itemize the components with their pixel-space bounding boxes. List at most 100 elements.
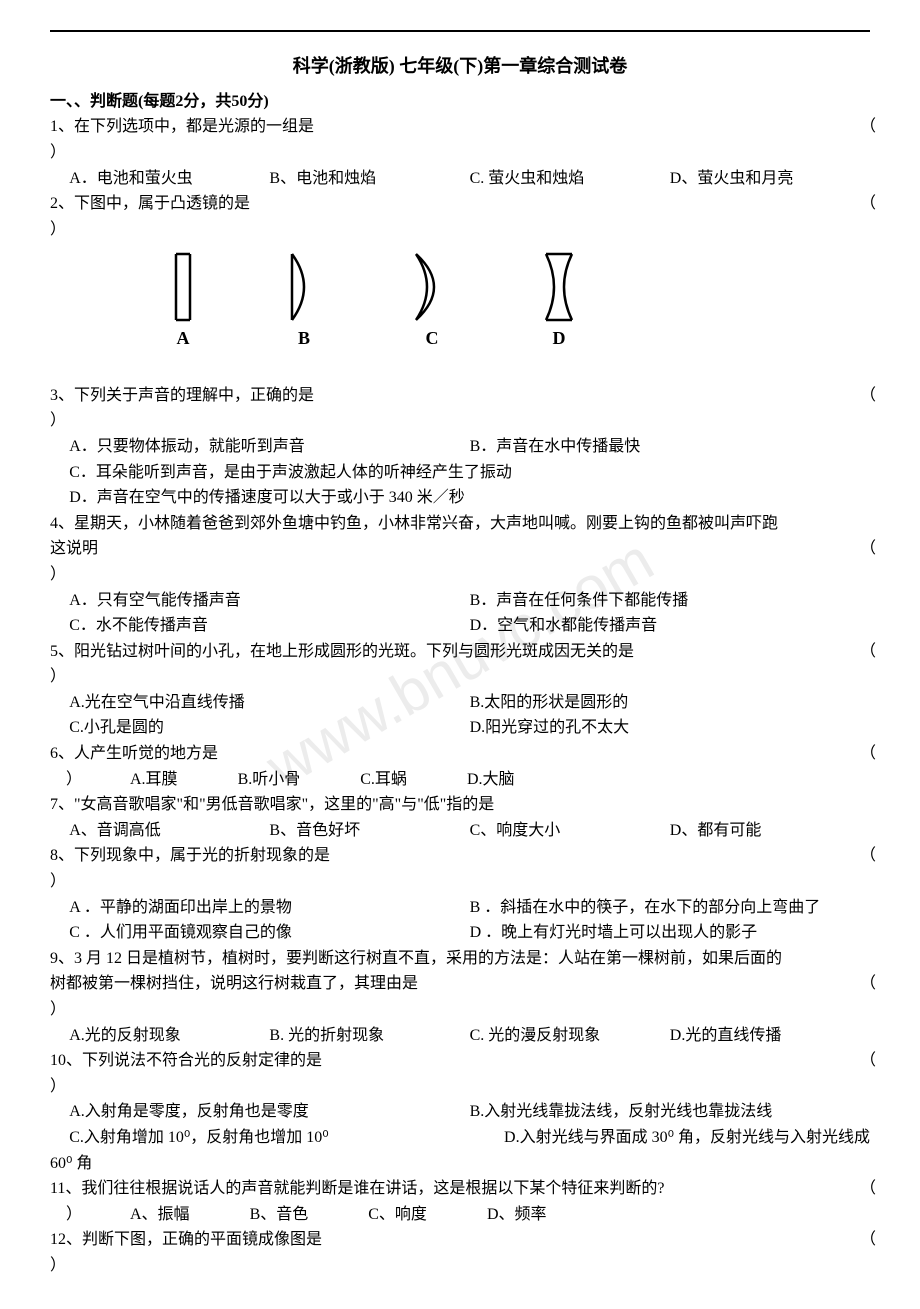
q8-stem: 8、下列现象中，属于光的折射现象的是 [50,843,860,869]
q7-opt-d: D、都有可能 [670,818,870,844]
open-paren: （ [860,843,870,869]
q8-opt-d: D ．晚上有灯光时墙上可以出现人的影子 [470,920,870,946]
close-paren: ） [50,664,870,690]
q5-opt-a: A.光在空气中沿直线传播 [69,690,469,716]
close-paren: ） [50,408,870,434]
q1-opt-a: A．电池和萤火虫 [69,166,269,192]
q9-opt-a: A.光的反射现象 [69,1023,269,1049]
close-paren: ） [50,869,870,895]
lens-d-label: D [542,324,576,353]
open-paren: （ [860,191,870,217]
lens-diagram-row: A B C D [170,252,870,353]
close-paren: ） [50,997,870,1023]
close-paren: ） [50,140,870,166]
q1-opt-d: D、萤火虫和月亮 [670,166,870,192]
q1-stem: 1、在下列选项中，都是光源的一组是 [50,114,860,140]
page-title: 科学(浙教版) 七年级(下)第一章综合测试卷 [50,52,870,81]
q4-opt-d: D．空气和水都能传播声音 [470,613,870,639]
close-paren: ） [50,562,870,588]
q6-opt-c: C.耳蜗 [360,767,407,793]
q3-opt-a: A．只要物体振动，就能听到声音 [69,434,469,460]
close-paren: ） [50,217,870,243]
q3-stem: 3、下列关于声音的理解中，正确的是 [50,383,860,409]
q10-opt-a: A.入射角是零度，反射角也是零度 [69,1099,469,1125]
q12-stem: 12、判断下图，正确的平面镜成像图是 [50,1227,860,1253]
open-paren: （ [860,114,870,140]
q4-opt-b: B．声音在任何条件下都能传播 [470,588,870,614]
q10-opt-c: C.入射角增加 10⁰，反射角也增加 10⁰ [69,1125,469,1151]
q9-stem2: 树都被第一棵树挡住，说明这行树栽直了，其理由是 [50,971,860,997]
q3-opt-d: D．声音在空气中的传播速度可以大于或小于 340 米／秒 [69,485,870,511]
open-paren: （ [860,741,870,767]
q6-opt-a: A.耳膜 [130,767,178,793]
lens-a-icon [170,252,196,322]
open-paren: （ [860,1176,870,1202]
open-paren: （ [860,971,870,997]
lens-a-label: A [170,324,196,353]
lens-b-icon [286,252,322,322]
question-8: 8、下列现象中，属于光的折射现象的是（ ） A ．平静的湖面印出岸上的景物B ．… [50,843,870,945]
q9-stem1: 9、3 月 12 日是植树节，植树时，要判断这行树直不直，采用的方法是：人站在第… [50,946,870,972]
q8-opt-a: A ．平静的湖面印出岸上的景物 [69,895,469,921]
q9-opt-b: B. 光的折射现象 [269,1023,469,1049]
q6-opt-b: B.听小骨 [238,767,301,793]
section-header: 一、、判断题(每题2分，共50分) [50,89,870,115]
q11-opt-b: B、音色 [250,1202,309,1228]
q7-opt-c: C、响度大小 [470,818,670,844]
q1-opt-c: C. 萤火虫和烛焰 [470,166,670,192]
lens-c: C [412,252,452,353]
q3-opt-b: B．声音在水中传播最快 [470,434,870,460]
close-paren: ） [50,1253,870,1279]
q10-opt-d: D.入射光线与界面成 30⁰ 角，反射光线与入射光线成 [470,1125,870,1151]
close-paren: ） [50,767,130,793]
open-paren: （ [860,536,870,562]
q7-stem: 7、"女高音歌唱家"和"男低音歌唱家"，这里的"高"与"低"指的是 [50,792,870,818]
question-6: 6、人产生听觉的地方是（ ） A.耳膜 B.听小骨 C.耳蜗 D.大脑 [50,741,870,792]
question-1: 1、在下列选项中，都是光源的一组是（ ） A．电池和萤火虫 B、电池和烛焰 C.… [50,114,870,191]
q4-opt-a: A．只有空气能传播声音 [69,588,469,614]
q4-stem2: 这说明 [50,536,860,562]
question-12: 12、判断下图，正确的平面镜成像图是（ ） [50,1227,870,1278]
close-paren: ） [50,1074,870,1100]
q8-opt-b: B ．斜插在水中的筷子，在水下的部分向上弯曲了 [470,895,870,921]
q7-opt-b: B、音色好坏 [269,818,469,844]
lens-c-icon [412,252,452,322]
q11-opt-c: C、响度 [368,1202,427,1228]
q5-opt-b: B.太阳的形状是圆形的 [470,690,870,716]
lens-b: B [286,252,322,353]
q5-stem: 5、阳光钻过树叶间的小孔，在地上形成圆形的光斑。下列与圆形光斑成因无关的是 [50,639,860,665]
question-10: 10、下列说法不符合光的反射定律的是（ ） A.入射角是零度，反射角也是零度B.… [50,1048,870,1176]
open-paren: （ [860,383,870,409]
q10-stem: 10、下列说法不符合光的反射定律的是 [50,1048,860,1074]
lens-c-label: C [412,324,452,353]
q9-opt-d: D.光的直线传播 [670,1023,870,1049]
q10-tail: 60⁰ 角 [50,1151,870,1177]
lens-d-icon [542,252,576,322]
q11-opt-a: A、振幅 [130,1202,190,1228]
question-4: 4、星期天，小林随着爸爸到郊外鱼塘中钓鱼，小林非常兴奋，大声地叫喊。刚要上钩的鱼… [50,511,870,639]
q1-opt-b: B、电池和烛焰 [269,166,469,192]
open-paren: （ [860,1227,870,1253]
question-3: 3、下列关于声音的理解中，正确的是（ ） A．只要物体振动，就能听到声音B．声音… [50,383,870,511]
q8-opt-c: C ．人们用平面镜观察自己的像 [69,920,469,946]
q5-opt-d: D.阳光穿过的孔不太大 [470,715,870,741]
q9-opt-c: C. 光的漫反射现象 [470,1023,670,1049]
q7-opt-a: A、音调高低 [69,818,269,844]
open-paren: （ [860,639,870,665]
question-9: 9、3 月 12 日是植树节，植树时，要判断这行树直不直，采用的方法是：人站在第… [50,946,870,1048]
question-7: 7、"女高音歌唱家"和"男低音歌唱家"，这里的"高"与"低"指的是 A、音调高低… [50,792,870,843]
q4-opt-c: C．水不能传播声音 [69,613,469,639]
close-paren: ） [50,1202,130,1228]
q6-stem: 6、人产生听觉的地方是 [50,741,860,767]
q11-opt-d: D、频率 [487,1202,547,1228]
question-2: 2、下图中，属于凸透镜的是（ ） A B C D [50,191,870,353]
lens-d: D [542,252,576,353]
lens-b-label: B [286,324,322,353]
q10-opt-b: B.入射光线靠拢法线，反射光线也靠拢法线 [470,1099,870,1125]
question-11: 11、我们往往根据说话人的声音就能判断是谁在讲话，这是根据以下某个特征来判断的?… [50,1176,870,1227]
q4-stem1: 4、星期天，小林随着爸爸到郊外鱼塘中钓鱼，小林非常兴奋，大声地叫喊。刚要上钩的鱼… [50,511,870,537]
q5-opt-c: C.小孔是圆的 [69,715,469,741]
q6-opt-d: D.大脑 [467,767,515,793]
q3-opt-c: C．耳朵能听到声音，是由于声波激起人体的听神经产生了振动 [69,460,870,486]
lens-a: A [170,252,196,353]
